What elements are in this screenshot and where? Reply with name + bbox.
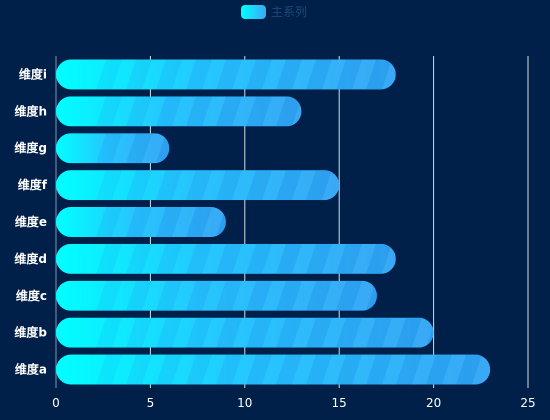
category-labels: 维度a 维度b 维度c 维度d 维度e 维度f 维度g 维度h 维度i xyxy=(14,66,47,376)
bar[interactable] xyxy=(56,243,422,274)
category-label: 维度b xyxy=(14,325,47,340)
legend[interactable]: 主系列 xyxy=(241,5,307,19)
bars xyxy=(56,59,512,385)
category-label: 维度e xyxy=(15,214,47,229)
bar[interactable] xyxy=(56,170,362,201)
x-tick-label: 25 xyxy=(520,396,535,410)
x-tick-label: 5 xyxy=(147,396,155,410)
x-tick-label: 10 xyxy=(237,396,252,410)
x-tick-label: 0 xyxy=(52,396,60,410)
x-tick-label: 15 xyxy=(332,396,347,410)
bar[interactable] xyxy=(56,354,512,385)
category-label: 维度h xyxy=(14,103,47,118)
category-label: 维度a xyxy=(15,362,47,377)
category-label: 维度c xyxy=(16,288,47,303)
bar[interactable] xyxy=(56,59,422,90)
category-label: 维度g xyxy=(14,140,47,155)
legend-swatch[interactable] xyxy=(241,5,266,19)
category-label: 维度d xyxy=(14,251,47,266)
x-tick-label: 20 xyxy=(426,396,441,410)
x-axis-labels: 0 5 10 15 20 25 xyxy=(52,396,535,410)
bar[interactable] xyxy=(56,280,422,311)
bar[interactable] xyxy=(56,207,242,237)
legend-label[interactable]: 主系列 xyxy=(271,5,307,19)
bar[interactable] xyxy=(56,317,452,348)
category-label: 维度f xyxy=(18,177,48,192)
bar[interactable] xyxy=(56,96,332,127)
bar[interactable] xyxy=(56,133,212,164)
category-label: 维度i xyxy=(19,66,47,81)
